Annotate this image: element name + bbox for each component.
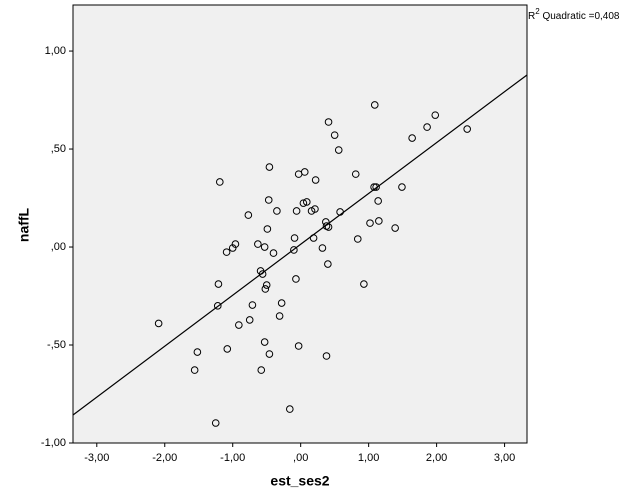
annotation-sup: 2 [535,7,540,16]
annotation-rest: Quadratic =0,408 [540,11,620,22]
point [290,234,299,242]
point [366,219,374,227]
point [324,260,332,268]
point [273,207,281,215]
point [311,205,319,213]
point [260,338,269,346]
point [269,249,278,257]
point [223,345,232,353]
x-axis-title: est_ses2 [270,473,329,489]
point [254,240,262,248]
point [222,248,231,256]
point [264,196,273,204]
fit-line [72,74,528,416]
point [423,123,431,131]
point [408,134,416,142]
x-tick-label: 1,00 [358,452,379,464]
point [299,199,308,207]
x-tick-label: 3,00 [494,452,515,464]
point [330,131,339,139]
point [334,146,343,154]
point [263,225,272,233]
y-tick-label: 1,00 [45,45,66,57]
point [265,163,274,171]
point [294,342,303,350]
point [375,217,383,225]
point [265,350,274,358]
point [275,312,284,320]
point [211,419,220,427]
plot-area [72,4,528,444]
point [193,348,202,356]
point [372,183,380,191]
point [213,302,222,310]
annotation-base: R [528,11,535,22]
point [261,285,270,293]
point [260,243,269,251]
point [244,211,253,219]
point [228,244,237,252]
point [154,319,163,328]
annotation: R2 Quadratic =0,408 [528,7,620,22]
y-tick-label: ,50 [51,143,66,155]
y-tick-label: -1,00 [41,437,66,449]
point [431,111,440,119]
point [286,405,294,413]
x-tick-label: -2,00 [152,452,177,464]
point [262,281,271,289]
x-tick-label: -3,00 [84,452,109,464]
point [360,280,368,288]
point [214,280,223,288]
point [302,198,311,206]
point [231,240,240,248]
point [374,197,382,205]
point [300,168,309,176]
point [292,207,301,215]
point [258,270,267,278]
point [311,176,320,184]
point [290,246,298,254]
point [235,321,243,329]
point [324,118,333,126]
point [318,244,327,252]
point [292,275,300,283]
y-tick-label: ,00 [51,241,66,253]
point [391,224,399,232]
point [351,170,360,178]
x-tick-label: 2,00 [426,452,447,464]
y-axis-title: naffL [16,207,32,242]
point [322,352,331,360]
point [216,178,224,186]
x-tick-label: -1,00 [220,452,245,464]
point [245,316,254,324]
point [463,125,471,133]
point [190,366,199,374]
point [248,301,257,309]
point [370,101,379,109]
point [353,235,362,243]
point [257,366,266,374]
x-tick-label: ,00 [293,452,308,464]
y-tick-label: -,50 [47,339,66,351]
point [398,183,406,191]
point [277,299,286,307]
